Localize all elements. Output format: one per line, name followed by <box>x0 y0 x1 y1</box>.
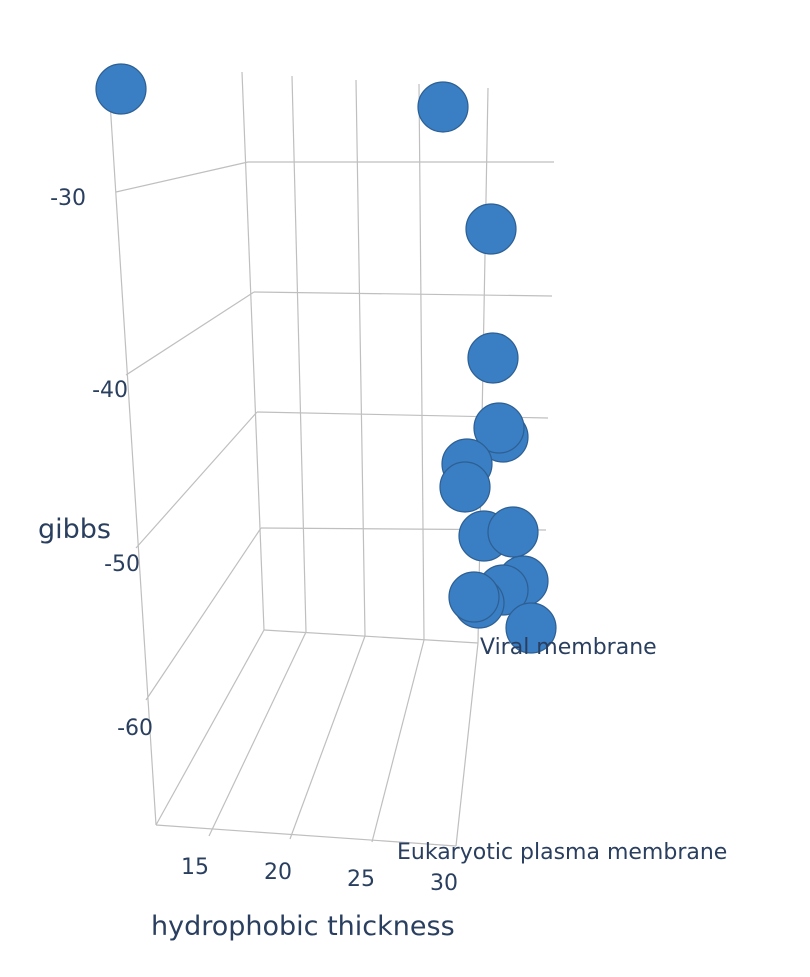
z-tick-label: Eukaryotic plasma membrane <box>397 840 727 865</box>
data-point[interactable] <box>487 506 539 558</box>
grid-line <box>289 635 366 840</box>
data-point[interactable] <box>448 571 500 623</box>
data-point[interactable] <box>465 203 517 255</box>
x-tick-label: 30 <box>430 871 458 896</box>
data-points <box>95 63 557 654</box>
grid-line <box>115 161 249 193</box>
grid-line <box>291 75 307 633</box>
grid-line <box>107 69 157 826</box>
grid-line <box>241 71 265 631</box>
data-point[interactable] <box>473 402 525 454</box>
x-tick-label: 25 <box>347 867 375 892</box>
data-point[interactable] <box>439 461 491 513</box>
y-tick-label: -50 <box>104 552 140 577</box>
grid-line <box>135 411 258 549</box>
grid-line <box>455 642 479 847</box>
data-point[interactable] <box>505 602 557 654</box>
grid-line <box>125 291 255 376</box>
y-tick-label: -40 <box>92 378 128 403</box>
data-point[interactable] <box>467 332 519 384</box>
data-point[interactable] <box>95 63 147 115</box>
x-axis-title: hydrophobic thickness <box>151 911 455 942</box>
grid-line <box>155 824 457 847</box>
grid-line <box>371 639 425 843</box>
grid-line <box>418 83 425 641</box>
grid-line <box>208 631 307 837</box>
grid-line <box>145 527 262 701</box>
grid-line <box>253 291 553 297</box>
axis-labels: -30 -40 -50 -60 15 20 25 30 Viral membra… <box>38 186 727 942</box>
z-tick-label: Viral membrane <box>480 635 657 660</box>
grid-line <box>355 79 366 637</box>
y-axis-title: gibbs <box>38 514 111 545</box>
data-point[interactable] <box>417 81 469 133</box>
grid-line <box>263 629 479 644</box>
y-tick-label: -30 <box>50 186 86 211</box>
grid-line <box>155 629 265 826</box>
y-tick-label: -60 <box>117 716 153 741</box>
x-tick-label: 15 <box>181 855 209 880</box>
x-tick-label: 20 <box>264 860 292 885</box>
